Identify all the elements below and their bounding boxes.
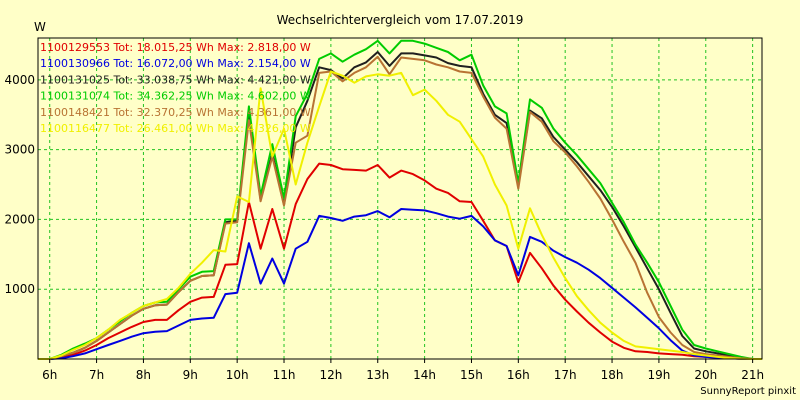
x-tick-label: 8h bbox=[136, 368, 151, 382]
x-tick-label: 16h bbox=[507, 368, 530, 382]
plot-frame bbox=[37, 37, 763, 360]
legend-entry-1100148421: 1100148421 Tot: 32.370,25 Wh Max: 4.361,… bbox=[40, 106, 311, 119]
chart-title: Wechselrichtervergleich vom 17.07.2019 bbox=[277, 13, 524, 27]
x-tick-label: 9h bbox=[183, 368, 198, 382]
footer-credit: SunnyReport pinxit bbox=[700, 386, 796, 397]
legend-entry-1100129553: 1100129553 Tot: 18.015,25 Wh Max: 2.818,… bbox=[40, 41, 311, 54]
axes: 6h 7h 8h 9h 10h 11h 12h 13h 14h 15h 16h 17h 18h 19h 20… bbox=[4, 37, 764, 382]
x-tick-label: 21h bbox=[741, 368, 764, 382]
x-tick-label: 6h bbox=[42, 368, 57, 382]
x-tick-label: 11h bbox=[273, 368, 296, 382]
x-tick-label: 17h bbox=[554, 368, 577, 382]
x-tick-label: 10h bbox=[226, 368, 249, 382]
y-tick-label: 1000 bbox=[4, 282, 35, 296]
legend-entry-1100116477: 1100116477 Tot: 26.461,00 Wh Max: 4.326,… bbox=[40, 122, 311, 135]
legend: 1100129553 Tot: 18.015,25 Wh Max: 2.818,… bbox=[40, 41, 311, 135]
grid bbox=[38, 38, 762, 359]
y-tick-label: 4000 bbox=[4, 73, 35, 87]
x-tick-label: 14h bbox=[413, 368, 436, 382]
x-tick-label: 15h bbox=[460, 368, 483, 382]
series-line-1100148421 bbox=[38, 55, 762, 360]
x-tick-label: 19h bbox=[647, 368, 670, 382]
legend-entry-1100130966: 1100130966 Tot: 16.072,00 Wh Max: 2.154,… bbox=[40, 57, 311, 70]
series-line-1100129553 bbox=[38, 162, 762, 360]
series-line-1100130966 bbox=[38, 208, 762, 360]
x-tick-label: 20h bbox=[694, 368, 717, 382]
series-layer bbox=[38, 39, 762, 360]
legend-entry-1100131074: 1100131074 Tot: 34.362,25 Wh Max: 4.602,… bbox=[40, 90, 311, 103]
series-line-1100116477 bbox=[38, 70, 762, 360]
x-tick-label: 13h bbox=[366, 368, 389, 382]
y-tick-label: 3000 bbox=[4, 143, 35, 157]
legend-entry-1100131025: 1100131025 Tot: 33.038,75 Wh Max: 4.421,… bbox=[40, 73, 311, 86]
x-tick-label: 7h bbox=[89, 368, 104, 382]
y-tick-label: 2000 bbox=[4, 212, 35, 226]
x-tick-label: 12h bbox=[319, 368, 342, 382]
y-axis-unit-label: W bbox=[34, 20, 46, 34]
x-tick-label: 18h bbox=[601, 368, 624, 382]
